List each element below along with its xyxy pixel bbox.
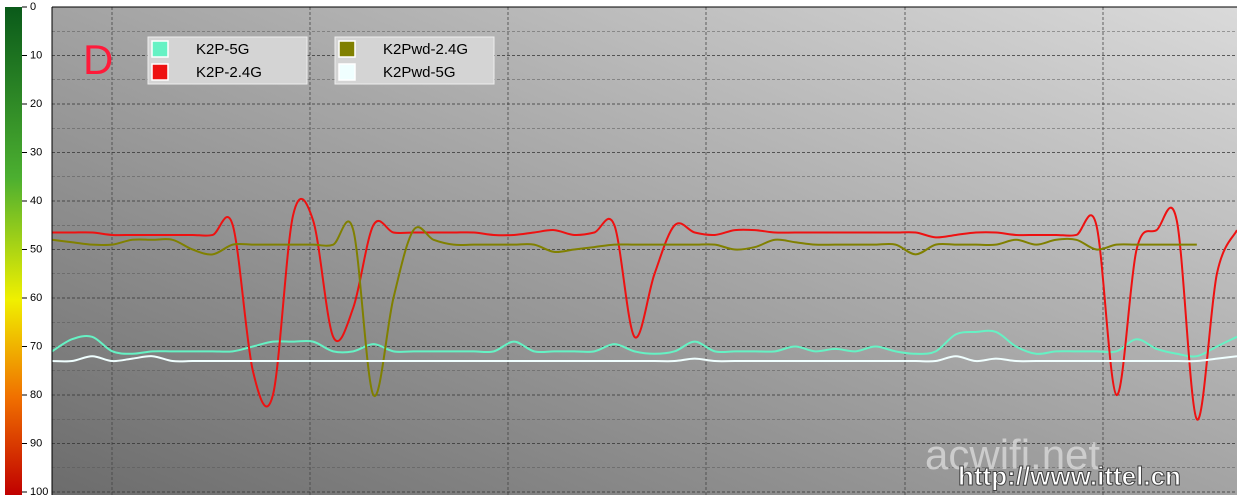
y-tick-label: 10 bbox=[30, 49, 42, 61]
series-line bbox=[51, 220, 1197, 397]
y-tick-label: 80 bbox=[30, 389, 42, 401]
legend-label: K2P-5G bbox=[196, 41, 249, 58]
legend-swatch bbox=[151, 40, 169, 58]
signal-scale bbox=[5, 7, 22, 495]
legend-swatch bbox=[338, 40, 356, 58]
y-tick-label: 100 bbox=[30, 486, 48, 495]
legend-swatch bbox=[151, 63, 169, 81]
legend-box bbox=[334, 36, 495, 85]
y-tick-label: 90 bbox=[30, 437, 42, 449]
y-tick-label: 60 bbox=[30, 292, 42, 304]
y-tick-label: 40 bbox=[30, 195, 42, 207]
watermark: http://www.ittel.cn bbox=[958, 461, 1181, 491]
legend: K2P-5G K2P-2.4G K2Pwd-2.4G K2Pwd-5G bbox=[147, 36, 495, 85]
y-tick-label: 30 bbox=[30, 146, 42, 158]
legend-label: K2Pwd-2.4G bbox=[383, 41, 468, 58]
series-line bbox=[51, 329, 1237, 358]
legend-box bbox=[147, 36, 308, 85]
y-tick-label: 20 bbox=[30, 98, 42, 110]
legend-label: K2Pwd-5G bbox=[383, 64, 456, 81]
legend-swatch bbox=[338, 63, 356, 81]
panel-label: D bbox=[83, 36, 113, 83]
lines bbox=[51, 197, 1237, 421]
grid bbox=[52, 6, 1237, 495]
watermark: acwifi.net bbox=[925, 431, 1100, 478]
series-line bbox=[51, 197, 1237, 421]
y-tick-label: 50 bbox=[30, 243, 42, 255]
legend-label: K2P-2.4G bbox=[196, 64, 262, 81]
plot-area bbox=[52, 7, 1237, 495]
y-tick-label: 0 bbox=[30, 1, 36, 13]
y-tick-label: 70 bbox=[30, 340, 42, 352]
series-line bbox=[51, 355, 1237, 363]
